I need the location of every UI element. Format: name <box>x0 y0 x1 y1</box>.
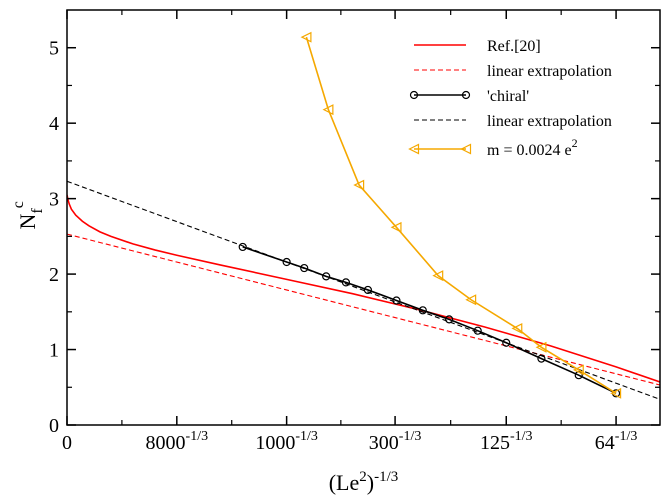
x-axis-label-sup1: 2 <box>359 469 367 485</box>
legend-label-1: linear extrapolation <box>487 63 612 80</box>
series-4-point <box>390 221 402 233</box>
plot-frame <box>66 9 661 426</box>
series-2-point <box>502 338 511 347</box>
legend-marker <box>460 143 472 155</box>
x-tick-label: 8000-1/3 <box>146 429 209 454</box>
series-2-point <box>341 278 351 287</box>
x-axis-label-sup2: -1/3 <box>374 469 398 485</box>
y-tick-label: 5 <box>49 38 59 60</box>
x-tick-label: 1000-1/3 <box>255 429 318 454</box>
series-line-3 <box>67 180 660 400</box>
series-2-point <box>300 263 309 273</box>
series-4-point <box>511 322 523 334</box>
legend: Ref.[20] linear extrapolation 'chiral' line… <box>408 38 612 159</box>
y-axis-label-base: N <box>15 214 40 230</box>
series-4-point <box>322 104 334 116</box>
series-2-point <box>418 306 427 315</box>
x-tick-label: 0 <box>62 432 72 454</box>
x-tick-label: 300-1/3 <box>369 429 422 454</box>
series-4-point <box>535 341 547 353</box>
series-4-point <box>432 270 444 282</box>
y-tick-label: 4 <box>49 113 59 135</box>
y-tick-label: 1 <box>49 340 59 362</box>
series-2-point <box>322 272 331 281</box>
y-axis-label-sup: c <box>10 201 27 208</box>
series-line-0 <box>67 194 660 383</box>
series-4-point <box>300 31 312 43</box>
legend-marker <box>461 90 471 100</box>
series-2-point <box>238 242 247 252</box>
series-group <box>67 31 660 400</box>
legend-label-0: Ref.[20] <box>487 38 541 55</box>
y-tick-label: 0 <box>49 415 59 437</box>
legend-label-3: linear extrapolation <box>487 113 612 130</box>
series-line-4 <box>305 36 617 394</box>
legend-marker <box>408 143 420 155</box>
series-2-point <box>282 257 291 267</box>
y-tick-label: 2 <box>49 264 59 286</box>
legend-label-4: m = 0.0024 e2 <box>487 136 578 159</box>
series-2-point <box>537 354 546 363</box>
legend-marker <box>409 90 419 100</box>
y-axis-label: Nfc <box>10 201 46 229</box>
x-axis-label: (Le2)-1/3 <box>329 469 399 495</box>
series-2-point <box>392 296 401 305</box>
series-4-point <box>610 387 622 399</box>
series-2-point <box>363 285 372 295</box>
legend-label-2: 'chiral' <box>487 88 529 105</box>
series-4-point <box>353 179 365 191</box>
series-4-point <box>572 364 584 376</box>
series-layer <box>67 31 660 400</box>
x-tick-label: 64-1/3 <box>595 429 638 454</box>
series-4-point <box>465 294 477 306</box>
series-line-1 <box>67 233 660 386</box>
ticks-layer: 0 1 2 3 4 5 0 8000-1/3 1000-1/3 300-1/3 125-1/3 64-… <box>49 10 660 454</box>
x-tick-label: 125-1/3 <box>480 429 533 454</box>
series-2-point <box>445 315 454 324</box>
x-axis-label-close: ) <box>367 470 374 495</box>
y-axis-label-sub: f <box>29 208 46 214</box>
y-tick-label: 3 <box>49 189 59 211</box>
x-axis-label-base: (Le <box>329 470 360 495</box>
